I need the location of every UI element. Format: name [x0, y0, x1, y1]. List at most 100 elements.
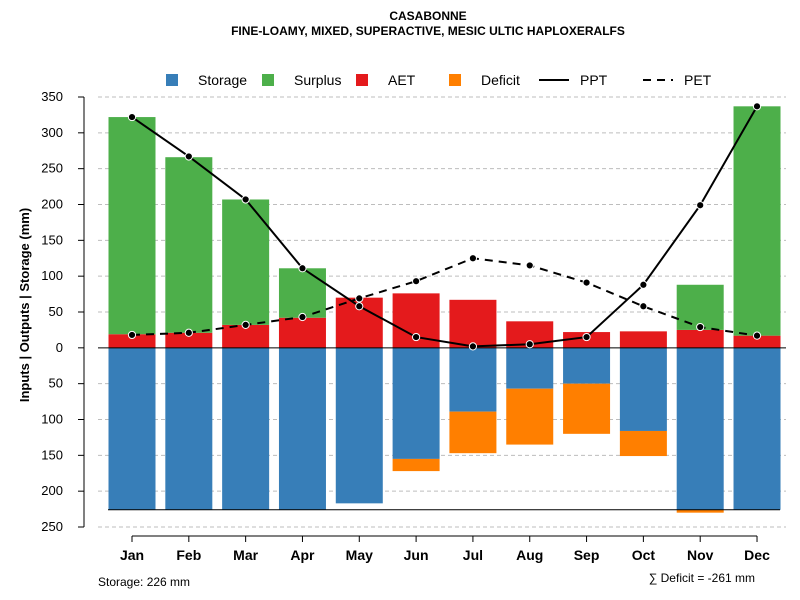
x-tick-label-dec: Dec — [744, 547, 770, 563]
ppt-point — [355, 302, 364, 311]
ppt-point — [468, 342, 478, 351]
ppt-point — [752, 102, 762, 111]
y-tick-label: 200 — [41, 483, 63, 498]
surplus-bar — [278, 268, 326, 318]
pet-line — [131, 257, 758, 337]
surplus-bar — [733, 106, 781, 336]
storage-bar — [165, 347, 213, 510]
legend-label-deficit: Deficit — [481, 72, 520, 88]
storage-bar — [392, 347, 440, 459]
storage-bar — [619, 347, 667, 431]
pet-point — [412, 277, 421, 286]
storage-bar — [278, 347, 326, 510]
legend-label-ppt: PPT — [580, 72, 608, 88]
storage-bar — [108, 347, 156, 510]
pet-point — [752, 331, 762, 340]
x-tick-label-sep: Sep — [574, 547, 600, 563]
legend-label-pet: PET — [684, 72, 712, 88]
ppt-point — [184, 152, 193, 161]
pet-point — [525, 261, 534, 270]
legend-swatch-aet — [356, 74, 368, 86]
ppt-point — [241, 195, 250, 204]
deficit-bar — [506, 388, 554, 445]
x-tick-label-mar: Mar — [233, 547, 258, 563]
pet-point — [298, 312, 307, 322]
y-tick-label: 100 — [41, 268, 63, 283]
x-tick-label-feb: Feb — [176, 547, 201, 563]
ppt-point — [582, 332, 591, 342]
ppt-point — [696, 201, 705, 210]
pet-point — [468, 254, 478, 263]
deficit-footnote: ∑ Deficit = -261 mm — [649, 571, 755, 585]
aet-bar — [676, 329, 724, 348]
surplus-bar — [108, 117, 156, 335]
legend-swatch-surplus — [262, 74, 274, 86]
y-tick-label: 300 — [41, 125, 63, 140]
x-tick-label-jul: Jul — [463, 547, 483, 563]
aet-bar — [108, 334, 156, 348]
pet-point — [696, 322, 705, 332]
surplus-bar — [676, 284, 724, 330]
chart-subtitle: FINE-LOAMY, MIXED, SUPERACTIVE, MESIC UL… — [231, 24, 625, 38]
x-tick-label-aug: Aug — [516, 547, 543, 563]
y-tick-label: 150 — [41, 232, 63, 247]
legend-label-storage: Storage — [198, 72, 247, 88]
y-tick-label: 350 — [41, 89, 63, 104]
deficit-bar — [676, 509, 724, 513]
ppt-point — [298, 264, 307, 273]
y-tick-label: 250 — [41, 519, 63, 534]
legend-swatch-deficit — [449, 74, 461, 86]
y-tick-label: 100 — [41, 412, 63, 427]
y-tick-label: 50 — [49, 304, 63, 319]
y-tick-label: 250 — [41, 161, 63, 176]
x-tick-label-jan: Jan — [120, 547, 144, 563]
storage-bar — [449, 347, 497, 412]
deficit-bar — [619, 430, 667, 457]
aet-bar — [222, 324, 270, 348]
legend-swatch-storage — [166, 74, 178, 86]
pet-point — [355, 294, 364, 303]
pet-point — [639, 302, 648, 311]
pet-point — [582, 278, 591, 287]
deficit-bar — [563, 383, 611, 434]
gridlines — [98, 96, 786, 528]
pet-point — [184, 328, 193, 337]
reference-lines — [98, 347, 786, 511]
aet-bar — [165, 332, 213, 348]
legend-label-aet: AET — [388, 72, 416, 88]
y-axis-label: Inputs | Outputs | Storage (mm) — [17, 208, 32, 402]
bars — [108, 106, 781, 513]
x-tick-label-apr: Apr — [290, 547, 315, 563]
ppt-point — [127, 112, 137, 122]
x-tick-label-may: May — [346, 547, 373, 563]
storage-bar — [506, 347, 554, 389]
x-tick-label-nov: Nov — [687, 547, 714, 563]
ppt-line — [131, 105, 758, 348]
pet-point — [241, 320, 250, 329]
pet-point — [127, 330, 137, 340]
storage-bar — [676, 347, 724, 510]
surplus-bar — [222, 199, 270, 325]
legend-label-surplus: Surplus — [294, 72, 341, 88]
storage-bar — [733, 347, 781, 510]
deficit-bar — [449, 411, 497, 454]
surplus-bar — [165, 157, 213, 333]
legend: Storage Surplus AET Deficit PPT PET — [166, 72, 712, 88]
aet-bar — [733, 335, 781, 348]
chart-title: CASABONNE — [389, 9, 466, 23]
aet-bar — [278, 317, 326, 348]
y-tick-label: 150 — [41, 447, 63, 462]
ppt-point — [412, 332, 421, 342]
y-tick-label: 200 — [41, 197, 63, 212]
x-tick-label-jun: Jun — [404, 547, 429, 563]
axes: 350 300 250 200 150 100 50 0 50 100 150 200 250 Jan Fe… — [41, 89, 770, 563]
ppt-point — [639, 280, 648, 289]
y-tick-label: 50 — [49, 376, 63, 391]
lines — [127, 102, 762, 351]
y-tick-label: 0 — [56, 340, 63, 355]
deficit-bar — [392, 458, 440, 472]
ppt-point — [525, 340, 534, 349]
x-tick-label-oct: Oct — [632, 547, 656, 563]
storage-footnote: Storage: 226 mm — [98, 575, 190, 589]
